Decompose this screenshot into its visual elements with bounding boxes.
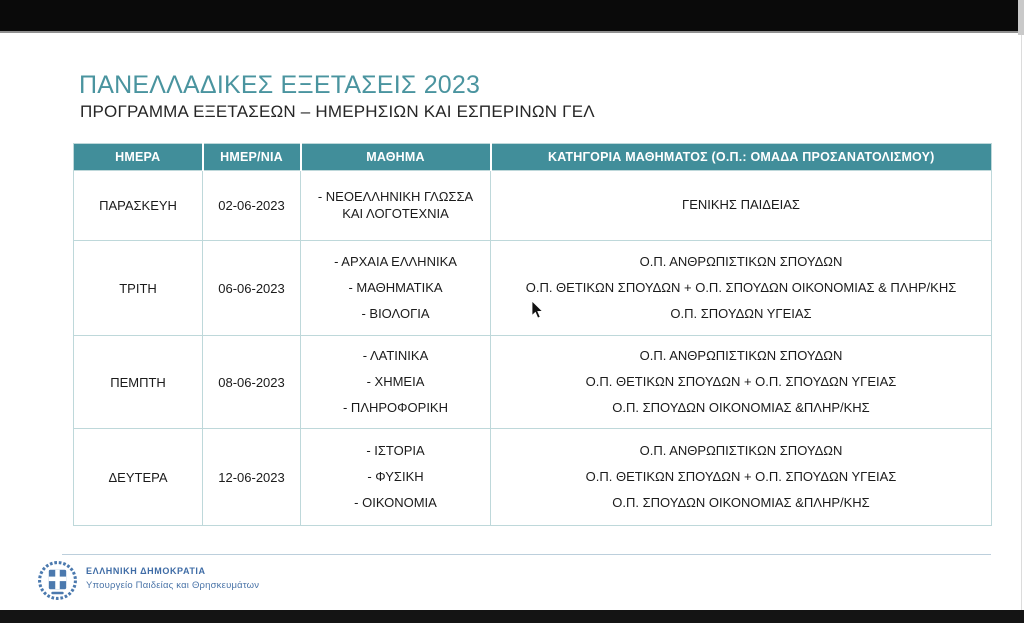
cell-subjects: - ΙΣΤΟΡΙΑ - ΦΥΣΙΚΗ - ΟΙΚΟΝΟΜΙΑ [300, 428, 491, 526]
table-row: ΔΕΥΤΕΡΑ 12-06-2023 - ΙΣΤΟΡΙΑ - ΦΥΣΙΚΗ - … [73, 428, 992, 526]
cell-day: ΔΕΥΤΕΡΑ [73, 428, 203, 526]
screen-right-edge [1021, 35, 1022, 610]
footer-text-block: ΕΛΛΗΝΙΚΗ ΔΗΜΟΚΡΑΤΙΑ Υπουργείο Παιδείας κ… [86, 566, 259, 591]
subject-item: - ΜΑΘΗΜΑΤΙΚΑ [348, 279, 443, 295]
subject-item: - ΛΑΤΙΝΙΚΑ [362, 347, 429, 363]
table-row: ΠΕΜΠΤΗ 08-06-2023 - ΛΑΤΙΝΙΚΑ - ΧΗΜΕΙΑ - … [73, 335, 992, 429]
cell-categories: Ο.Π. ΑΝΘΡΩΠΙΣΤΙΚΩΝ ΣΠΟΥΔΩΝ Ο.Π. ΘΕΤΙΚΩΝ … [490, 428, 992, 526]
subject-item: - ΧΗΜΕΙΑ [366, 373, 425, 389]
table-row: ΠΑΡΑΣΚΕΥΗ 02-06-2023 - ΝΕΟΕΛΛΗΝΙΚΗ ΓΛΩΣΣ… [73, 170, 992, 241]
subject-item: - ΦΥΣΙΚΗ [367, 468, 424, 484]
cell-categories: ΓΕΝΙΚΗΣ ΠΑΙΔΕΙΑΣ [490, 170, 992, 241]
exam-schedule-table: ΗΜΕΡΑ ΗΜΕΡ/ΝΙΑ ΜΑΘΗΜΑ ΚΑΤΗΓΟΡΙΑ ΜΑΘΗΜΑΤΟ… [73, 143, 992, 526]
cell-categories: Ο.Π. ΑΝΘΡΩΠΙΣΤΙΚΩΝ ΣΠΟΥΔΩΝ Ο.Π. ΘΕΤΙΚΩΝ … [490, 240, 992, 336]
table-header-row: ΗΜΕΡΑ ΗΜΕΡ/ΝΙΑ ΜΑΘΗΜΑ ΚΑΤΗΓΟΡΙΑ ΜΑΘΗΜΑΤΟ… [73, 143, 992, 171]
cell-date: 06-06-2023 [202, 240, 301, 336]
column-header-subject: ΜΑΘΗΜΑ [300, 143, 492, 171]
category-item: Ο.Π. ΘΕΤΙΚΩΝ ΣΠΟΥΔΩΝ + Ο.Π. ΣΠΟΥΔΩΝ ΥΓΕΙ… [585, 468, 897, 484]
screen-top-bar-corner [1018, 0, 1024, 35]
screen-top-bar [0, 0, 1018, 33]
table-row: ΤΡΙΤΗ 06-06-2023 - ΑΡΧΑΙΑ ΕΛΛΗΝΙΚΑ - ΜΑΘ… [73, 240, 992, 336]
footer-org-label: ΕΛΛΗΝΙΚΗ ΔΗΜΟΚΡΑΤΙΑ [86, 566, 206, 576]
category-item: Ο.Π. ΘΕΤΙΚΩΝ ΣΠΟΥΔΩΝ + Ο.Π. ΣΠΟΥΔΩΝ ΟΙΚΟ… [525, 279, 957, 295]
category-item: Ο.Π. ΑΝΘΡΩΠΙΣΤΙΚΩΝ ΣΠΟΥΔΩΝ [639, 347, 843, 363]
page-title: ΠΑΝΕΛΛΑΔΙΚΕΣ ΕΞΕΤΑΣΕΙΣ 2023 [79, 71, 481, 99]
subject-item: - ΠΛΗΡΟΦΟΡΙΚΗ [342, 400, 448, 416]
subject-item: - ΙΣΤΟΡΙΑ [366, 442, 425, 458]
category-item: ΓΕΝΙΚΗΣ ΠΑΙΔΕΙΑΣ [682, 197, 800, 213]
cell-subjects: - ΑΡΧΑΙΑ ΕΛΛΗΝΙΚΑ - ΜΑΘΗΜΑΤΙΚΑ - ΒΙΟΛΟΓΙ… [300, 240, 491, 336]
hellenic-republic-emblem-icon [38, 561, 77, 600]
cell-day: ΠΑΡΑΣΚΕΥΗ [73, 170, 203, 241]
cell-subjects: - ΛΑΤΙΝΙΚΑ - ΧΗΜΕΙΑ - ΠΛΗΡΟΦΟΡΙΚΗ [300, 335, 491, 429]
column-header-day: ΗΜΕΡΑ [73, 143, 204, 171]
subject-item: - ΝΕΟΕΛΛΗΝΙΚΗ ΓΛΩΣΣΑ ΚΑΙ ΛΟΓΟΤΕΧΝΙΑ [317, 189, 474, 221]
cell-day: ΤΡΙΤΗ [73, 240, 203, 336]
cell-subjects: - ΝΕΟΕΛΛΗΝΙΚΗ ΓΛΩΣΣΑ ΚΑΙ ΛΟΓΟΤΕΧΝΙΑ [300, 170, 491, 241]
category-item: Ο.Π. ΑΝΘΡΩΠΙΣΤΙΚΩΝ ΣΠΟΥΔΩΝ [639, 253, 843, 269]
cell-categories: Ο.Π. ΑΝΘΡΩΠΙΣΤΙΚΩΝ ΣΠΟΥΔΩΝ Ο.Π. ΘΕΤΙΚΩΝ … [490, 335, 992, 429]
cell-date: 02-06-2023 [202, 170, 301, 241]
category-item: Ο.Π. ΣΠΟΥΔΩΝ ΟΙΚΟΝΟΜΙΑΣ &ΠΛΗΡ/ΚΗΣ [612, 495, 870, 511]
subject-item: - ΟΙΚΟΝΟΜΙΑ [354, 495, 437, 511]
page-subtitle: ΠΡΟΓΡΑΜΜΑ ΕΞΕΤΑΣΕΩΝ – ΗΜΕΡΗΣΙΩΝ ΚΑΙ ΕΣΠΕ… [80, 102, 595, 121]
column-header-date: ΗΜΕΡ/ΝΙΑ [202, 143, 302, 171]
category-item: Ο.Π. ΘΕΤΙΚΩΝ ΣΠΟΥΔΩΝ + Ο.Π. ΣΠΟΥΔΩΝ ΥΓΕΙ… [585, 373, 897, 389]
cell-date: 08-06-2023 [202, 335, 301, 429]
category-item: Ο.Π. ΣΠΟΥΔΩΝ ΟΙΚΟΝΟΜΙΑΣ &ΠΛΗΡ/ΚΗΣ [612, 400, 870, 416]
column-header-category: ΚΑΤΗΓΟΡΙΑ ΜΑΘΗΜΑΤΟΣ (Ο.Π.: ΟΜΑΔΑ ΠΡΟΣΑΝΑ… [490, 143, 992, 171]
screen-bottom-bar [0, 610, 1024, 623]
category-item: Ο.Π. ΣΠΟΥΔΩΝ ΥΓΕΙΑΣ [670, 306, 812, 322]
cell-day: ΠΕΜΠΤΗ [73, 335, 203, 429]
cell-date: 12-06-2023 [202, 428, 301, 526]
subject-item: - ΑΡΧΑΙΑ ΕΛΛΗΝΙΚΑ [334, 253, 457, 269]
category-item: Ο.Π. ΑΝΘΡΩΠΙΣΤΙΚΩΝ ΣΠΟΥΔΩΝ [639, 442, 843, 458]
subject-item: - ΒΙΟΛΟΓΙΑ [361, 306, 430, 322]
footer-ministry-label: Υπουργείο Παιδείας και Θρησκευμάτων [86, 580, 260, 591]
footer-divider [62, 554, 991, 555]
